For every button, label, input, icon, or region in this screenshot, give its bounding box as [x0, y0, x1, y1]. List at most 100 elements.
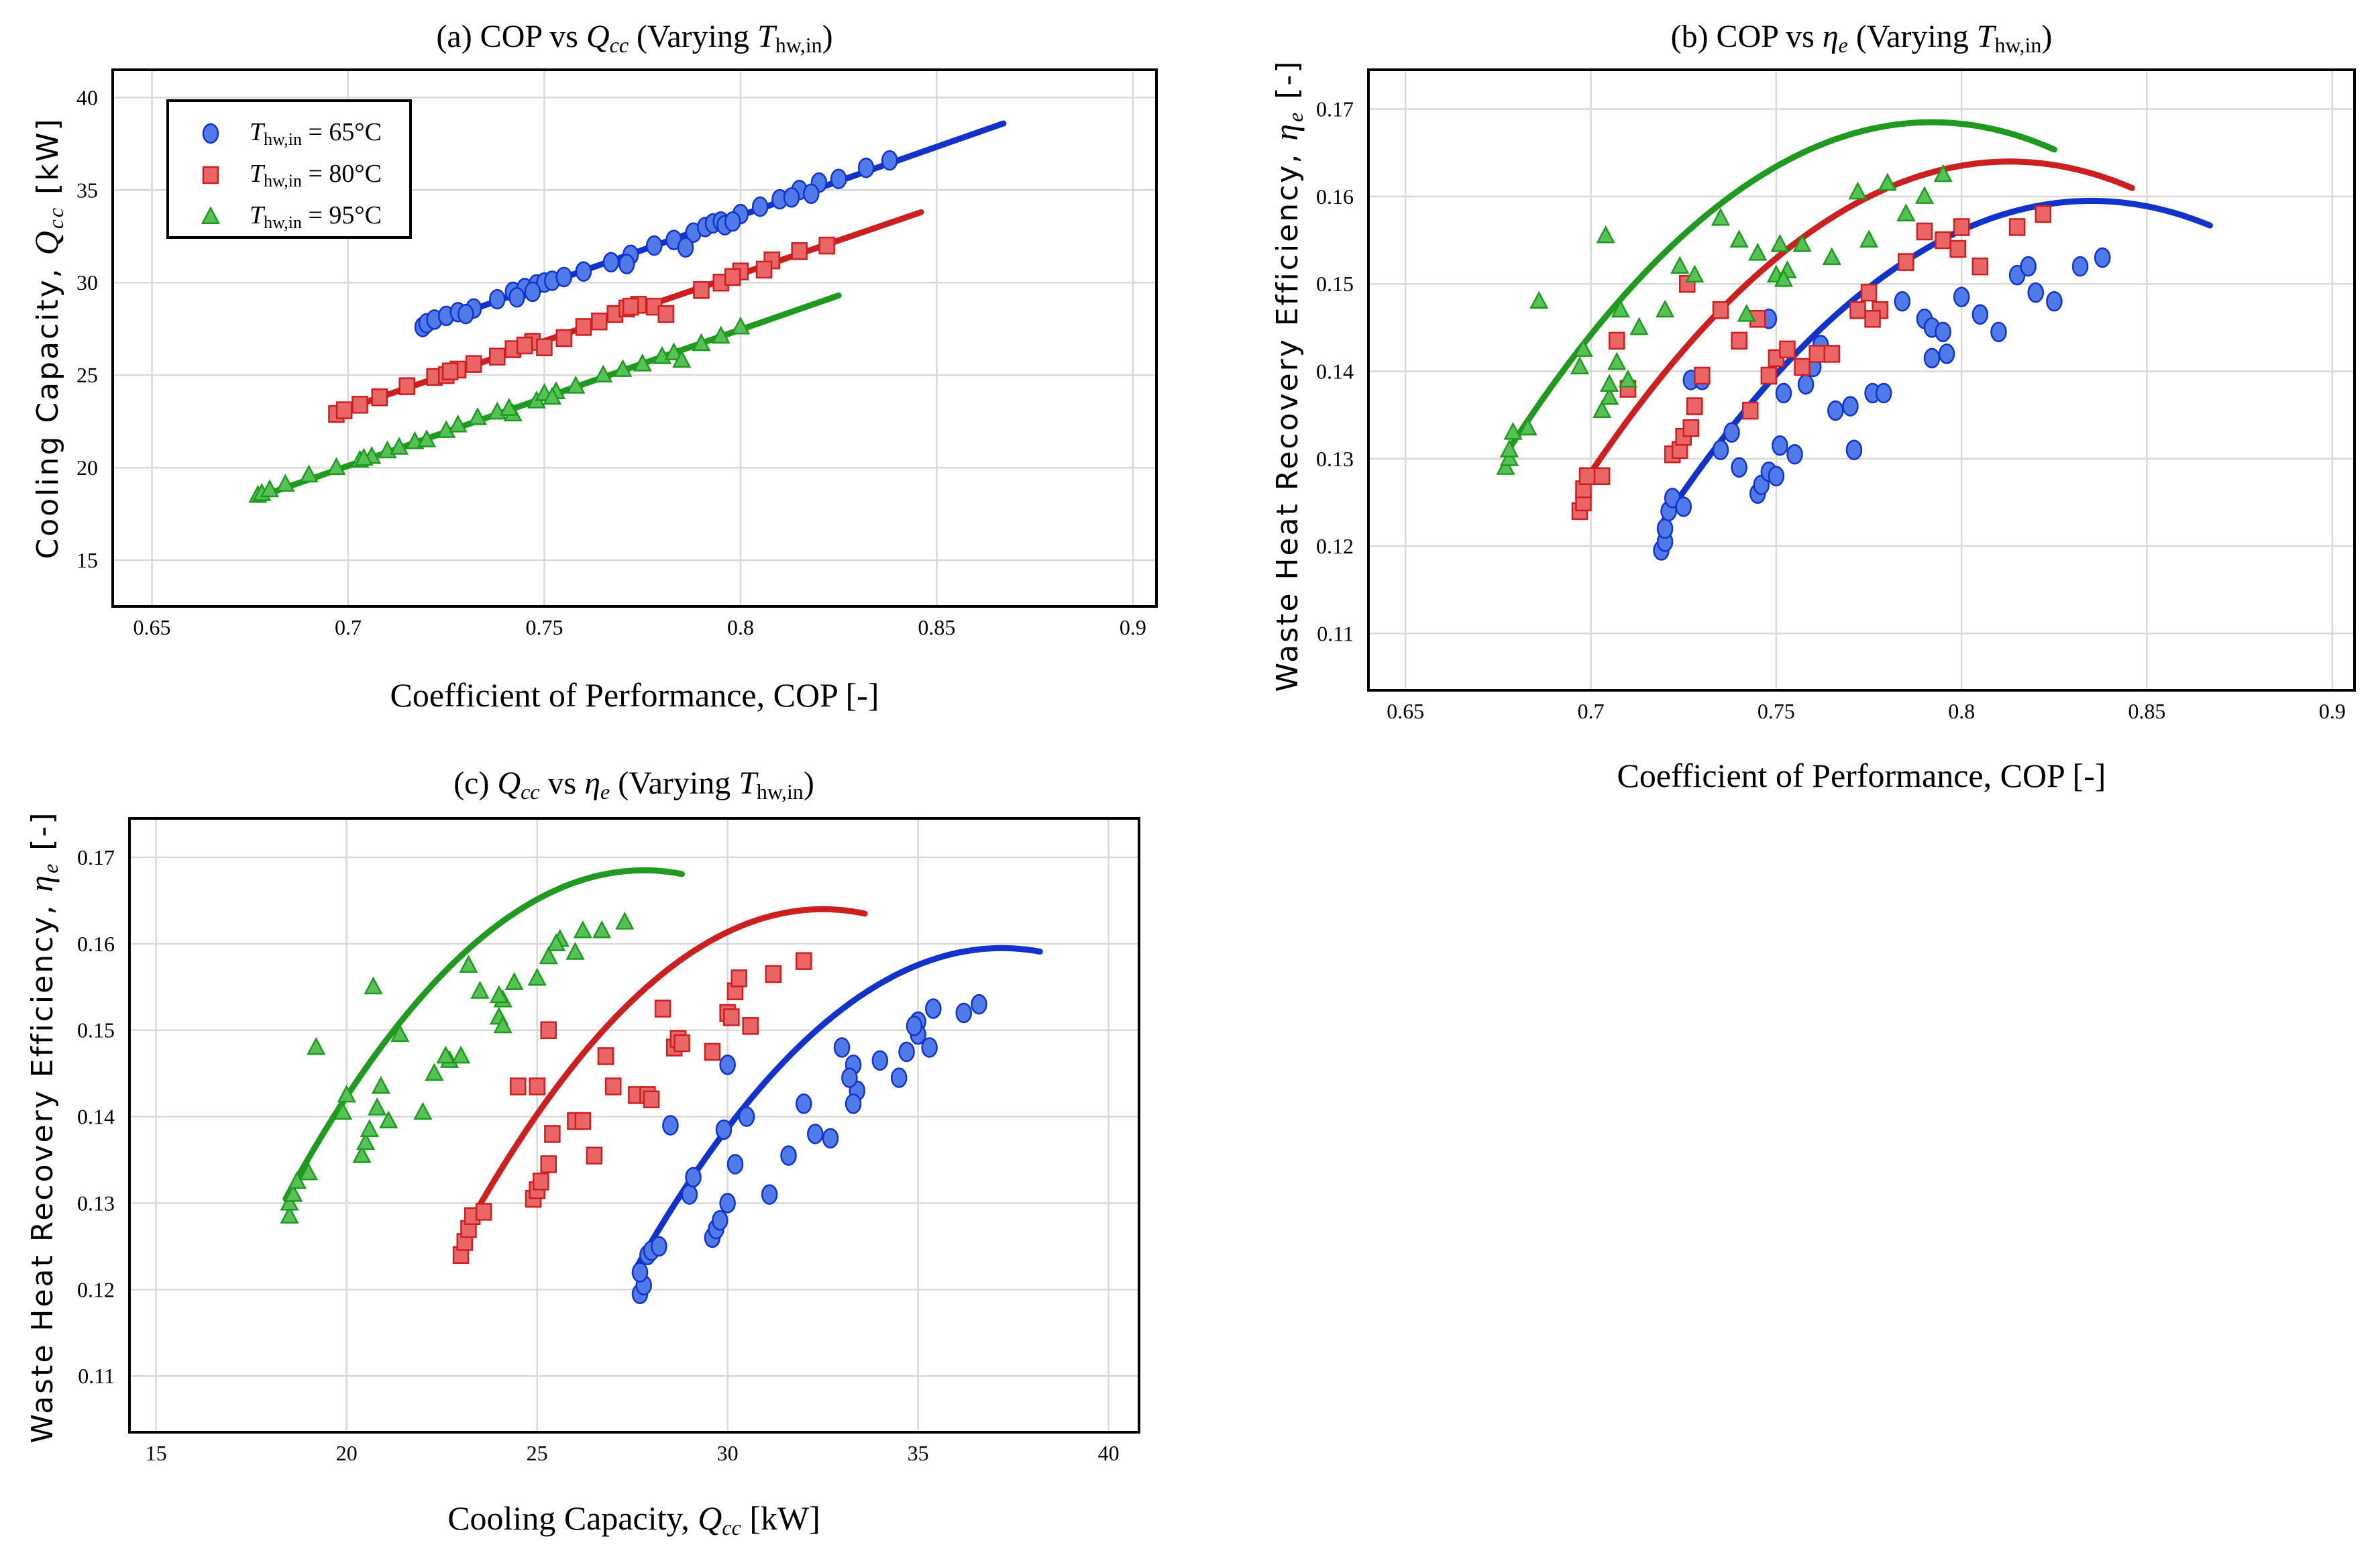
data-point-green	[615, 911, 635, 930]
data-point-blue	[871, 1050, 889, 1071]
data-point-blue	[795, 1093, 812, 1114]
data-point-green	[360, 1119, 379, 1137]
legend-symbol-red	[202, 166, 219, 184]
data-point-blue	[602, 252, 620, 273]
panel-c-y-axis-label: Waste Heat Recovery Efficiency, ηe [-]	[22, 810, 62, 1443]
data-point-blue	[719, 1193, 736, 1214]
panel-a-title: (a) COP vs Qcc (Varying Thw,in)	[436, 19, 832, 57]
data-point-green	[1574, 339, 1593, 357]
data-point-blue	[833, 1037, 851, 1058]
data-point-blue	[802, 183, 820, 205]
data-point-green	[1570, 356, 1590, 374]
y-tick-label: 25	[76, 363, 98, 387]
data-point-green	[284, 1183, 303, 1202]
x-tick-label: 0.85	[2128, 699, 2166, 723]
y-tick-label: 0.11	[78, 1364, 115, 1388]
data-point-green	[1656, 299, 1675, 318]
data-point-blue	[1723, 422, 1740, 443]
data-point-green	[1685, 264, 1705, 283]
y-tick-label: 0.13	[77, 1191, 115, 1215]
data-point-blue	[955, 1002, 973, 1024]
data-point-green	[470, 981, 490, 999]
data-point-green	[389, 437, 409, 455]
data-point-green	[1914, 186, 1935, 204]
y-tick-label: 15	[76, 548, 98, 572]
data-point-red	[1823, 345, 1841, 363]
x-tick-label: 0.65	[1387, 699, 1424, 723]
y-tick-label: 0.14	[77, 1105, 115, 1129]
data-point-blue	[719, 1055, 736, 1075]
data-point-red	[1760, 366, 1778, 385]
data-point-green	[1737, 304, 1756, 322]
y-tick-label: 35	[76, 178, 98, 202]
data-point-blue	[761, 1184, 778, 1205]
data-point-blue	[841, 1067, 858, 1088]
data-point-green	[327, 457, 346, 476]
x-tick-label: 0.75	[525, 615, 563, 639]
data-point-red	[371, 388, 388, 407]
data-point-green	[1711, 207, 1731, 226]
panel-b-plot-frame	[1367, 68, 2356, 692]
data-point-red	[1779, 340, 1796, 359]
data-point-red	[516, 336, 533, 355]
data-point-red	[795, 952, 812, 970]
data-point-green	[711, 325, 731, 344]
y-tick-label: 0.16	[77, 932, 115, 956]
data-point-green	[354, 447, 374, 466]
data-point-blue	[881, 150, 898, 171]
data-point-blue	[712, 1210, 728, 1231]
x-tick-label: 0.9	[1120, 615, 1146, 639]
data-point-red	[622, 297, 639, 316]
data-point-blue	[631, 1262, 649, 1283]
data-point-green	[280, 1205, 299, 1224]
data-point-red	[1898, 253, 1914, 271]
data-point-red	[2008, 218, 2026, 236]
data-point-green	[1496, 457, 1515, 475]
data-point-blue	[890, 1067, 908, 1088]
data-point-green	[1529, 290, 1549, 309]
data-point-blue	[1971, 304, 1989, 325]
data-point-green	[592, 920, 612, 939]
data-point-blue	[575, 261, 592, 282]
data-point-green	[276, 474, 295, 492]
data-point-red	[1935, 231, 1951, 250]
data-point-red	[1686, 397, 1703, 415]
panel-a-tick-labels: 0.65 0.7 0.75 0.8 0.85 0.9 15 20 25 30 35 40	[76, 85, 1146, 639]
x-tick-label: 40	[1098, 1441, 1120, 1465]
data-point-green	[613, 359, 633, 377]
data-point-blue	[2046, 290, 2063, 312]
data-point-red	[605, 1077, 622, 1095]
data-point-green	[504, 972, 524, 990]
data-point-red	[1741, 401, 1759, 420]
data-point-red	[544, 1125, 561, 1143]
y-tick-label: 30	[76, 270, 98, 294]
data-point-green	[307, 1036, 326, 1055]
data-point-green	[379, 1110, 398, 1129]
panel-a-x-axis-label: Coefficient of Performance, COP [-]	[390, 676, 879, 714]
data-point-blue	[1923, 347, 1941, 369]
data-point-green	[1896, 203, 1916, 221]
data-point-red	[1682, 419, 1700, 437]
data-point-green	[565, 942, 585, 960]
y-tick-label: 0.12	[1316, 534, 1354, 558]
data-point-green	[1503, 421, 1523, 440]
data-point-blue	[618, 254, 635, 274]
x-tick-label: 35	[908, 1441, 929, 1465]
legend-symbol-green	[201, 206, 221, 224]
data-point-red	[1593, 467, 1611, 486]
data-point-red	[724, 268, 741, 286]
data-point-red	[818, 236, 835, 255]
data-point-red	[489, 347, 506, 366]
data-point-green	[287, 1171, 307, 1189]
data-point-blue	[715, 1119, 733, 1140]
data-point-green	[1600, 386, 1619, 405]
panel-a-plot-frame	[111, 68, 1158, 608]
x-tick-label: 0.7	[335, 615, 362, 639]
data-point-green	[1933, 164, 1953, 182]
data-point-green	[390, 1024, 410, 1042]
data-point-blue	[2094, 247, 2111, 268]
data-point-green	[356, 1132, 376, 1150]
data-point-red	[1971, 257, 1989, 276]
panel-c-tick-labels: 15 20 25 30 35 40 0.11 0.12 0.13 0.14 0.15 0.16 0.17	[77, 845, 1120, 1465]
